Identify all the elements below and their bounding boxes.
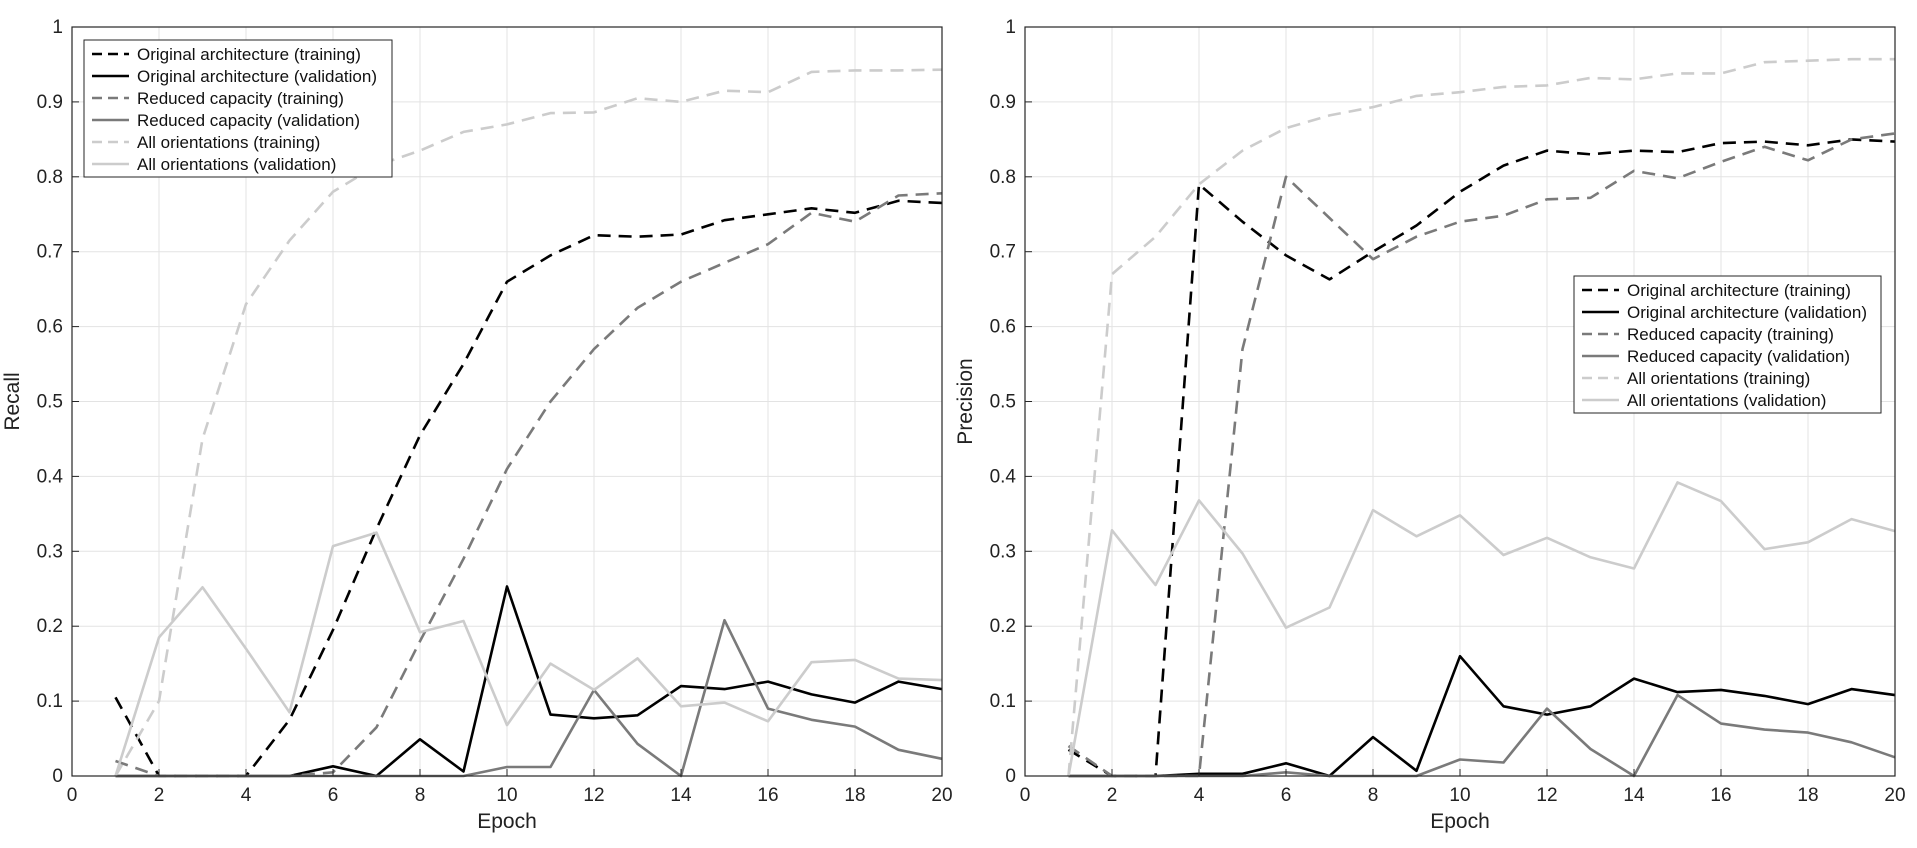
series-line-5 [1067,57,1895,777]
x-tick-label: 0 [1020,785,1031,806]
legend-label: Original architecture (training) [1627,281,1851,300]
legend-label: Reduced capacity (training) [137,89,344,108]
y-tick-label: 0.8 [990,167,1016,188]
x-tick-label: 20 [931,785,952,806]
series-line-4 [1068,693,1896,778]
legend-label: All orientations (training) [137,133,320,152]
x-tick-label: 12 [1536,785,1557,806]
series-line-3 [1067,132,1896,778]
y-tick-label: 0.4 [37,466,64,487]
x-tick-label: 18 [844,785,865,806]
y-tick-label: 0.7 [37,242,63,263]
recall-chart: 0 2 4 6 8 10 12 14 16 18 20 0 0.1 0.2 0.3 0.4 0.5 0.6 0.7 0… [1,17,953,833]
y-tick-label: 0.3 [37,541,63,562]
x-axis-label: Epoch [1430,810,1490,833]
x-tick-label: 6 [328,785,339,806]
x-tick-label: 6 [1281,785,1292,806]
y-tick-label: 0.7 [990,242,1016,263]
y-tick-label: 0.1 [37,691,63,712]
series-line-1 [114,199,943,778]
y-tick-label: 0.5 [990,392,1016,413]
y-tick-label: 0.2 [990,616,1016,637]
x-tick-label: 4 [241,785,252,806]
series-line-3 [115,192,943,778]
series-line-2 [1068,654,1896,778]
y-tick-label: 0.6 [37,317,63,338]
legend-box [1573,275,1882,414]
x-tick-label: 18 [1797,785,1818,806]
legend-label: Original architecture (validation) [1627,303,1867,322]
x-tick-label: 10 [1449,785,1470,806]
legend-label: Original architecture (validation) [137,67,377,86]
x-tick-label: 8 [1368,785,1379,806]
y-tick-label: 0.9 [990,92,1016,113]
y-tick-label: 0.1 [990,691,1016,712]
y-axis-label: Precision [954,358,977,444]
legend-label: Reduced capacity (validation) [1627,347,1850,366]
y-tick-label: 0.3 [990,541,1016,562]
series-line-4 [115,618,943,778]
y-tick-label: 1 [52,17,63,38]
legend: Original architecture (training) Original… [1573,275,1882,414]
x-tick-label: 8 [415,785,426,806]
legend-box [83,39,393,178]
y-tick-label: 0.2 [37,616,63,637]
series-line-2 [115,585,943,778]
x-axis-label: Epoch [477,810,537,833]
precision-chart: 0 2 4 6 8 10 12 14 16 18 20 0 0.1 0.2 0.3 0.4 0.5 0.6 0.7 0… [954,17,1906,833]
x-tick-label: 16 [1710,785,1731,806]
legend-label: Original architecture (training) [137,45,361,64]
legend-label: Reduced capacity (training) [1627,325,1834,344]
x-tick-label: 2 [154,785,165,806]
x-tick-label: 20 [1884,785,1905,806]
x-tick-label: 0 [67,785,78,806]
y-tick-label: 0 [1005,766,1016,787]
y-tick-label: 1 [1005,17,1016,38]
y-tick-label: 0.5 [37,392,63,413]
legend: Original architecture (training) Original… [83,39,393,178]
legend-label: All orientations (training) [1627,369,1810,388]
x-tick-label: 2 [1107,785,1118,806]
y-tick-label: 0.8 [37,167,63,188]
series-line-5 [114,68,943,777]
series-line-6 [1067,481,1896,777]
series-line-1 [1067,138,1896,778]
legend-label: Reduced capacity (validation) [137,111,360,130]
y-tick-label: 0.4 [990,466,1017,487]
series-line-6 [114,531,943,777]
x-tick-label: 14 [670,785,692,806]
x-tick-label: 4 [1194,785,1205,806]
legend-label: All orientations (validation) [1627,391,1826,410]
x-tick-label: 12 [583,785,604,806]
y-axis-label: Recall [1,372,24,430]
x-tick-label: 16 [757,785,778,806]
legend-label: All orientations (validation) [137,155,336,174]
y-tick-label: 0.9 [37,92,63,113]
y-tick-label: 0 [52,766,63,787]
x-tick-label: 14 [1623,785,1645,806]
x-tick-label: 10 [496,785,517,806]
y-tick-label: 0.6 [990,317,1016,338]
